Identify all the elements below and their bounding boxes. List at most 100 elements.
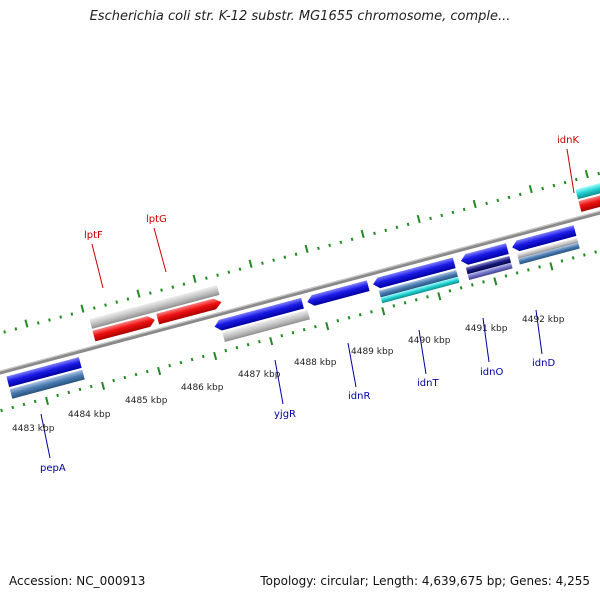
tick-major: [437, 292, 442, 301]
gene-label-pepA[interactable]: pepA: [40, 463, 66, 474]
tick-minor: [182, 282, 186, 286]
tick-major: [269, 336, 274, 346]
tick-minor: [440, 213, 444, 218]
gene-idnO-navy[interactable]: [465, 255, 512, 275]
tick-minor: [224, 348, 228, 353]
tick-minor: [14, 327, 18, 331]
tick-minor: [3, 330, 6, 334]
tick-minor: [22, 402, 26, 407]
tick-minor: [571, 256, 575, 260]
gene-idnK-arrow[interactable]: [578, 192, 600, 212]
tick-minor: [507, 195, 511, 200]
gene-idnD-steel[interactable]: [518, 242, 580, 265]
leader-yjgR: [274, 359, 284, 405]
tick-minor: [504, 274, 508, 278]
gene-lptF-gray[interactable]: [89, 302, 156, 329]
gene-label-idnR[interactable]: idnR: [348, 391, 370, 402]
tick-minor: [148, 291, 152, 295]
ruler-label: 4492 kbp: [522, 315, 565, 325]
leader-lptF: [91, 243, 104, 289]
reverse-strand-features: [6, 225, 580, 399]
gene-idnT-cyan[interactable]: [380, 276, 460, 304]
tick-minor: [112, 378, 115, 383]
tick-minor: [56, 393, 59, 398]
tick-minor: [48, 318, 51, 322]
gene-lptG-gray[interactable]: [153, 285, 220, 312]
tick-minor: [89, 384, 93, 389]
gene-idnT-arrow[interactable]: [372, 257, 456, 289]
tick-minor: [216, 273, 219, 277]
tick-minor: [283, 255, 287, 259]
tick-minor: [414, 298, 418, 302]
gene-idnR-arrow[interactable]: [306, 280, 370, 307]
gene-lptF-arrow[interactable]: [92, 315, 157, 342]
chromosome-backbone: [0, 195, 600, 385]
tick-minor: [168, 363, 172, 368]
gene-label-yjgR[interactable]: yjgR: [274, 409, 296, 420]
gene-yjgR-arrow[interactable]: [213, 297, 304, 332]
genome-stats-text: Topology: circular; Length: 4,639,675 bp…: [260, 574, 590, 588]
tick-minor: [526, 268, 530, 272]
tick-minor: [36, 321, 40, 325]
tick-minor: [179, 360, 183, 365]
tick-minor: [33, 399, 37, 404]
tick-minor: [448, 289, 452, 293]
gene-lptG-arrow[interactable]: [156, 297, 223, 325]
tick-major: [493, 277, 498, 286]
label-leader-lines: [40, 148, 575, 459]
tick-minor: [201, 354, 205, 359]
gene-label-idnD[interactable]: idnD: [532, 358, 555, 369]
tick-minor: [238, 267, 242, 271]
gene-idnD-arrow[interactable]: [511, 225, 577, 252]
gene-yjgR-gray[interactable]: [222, 309, 310, 343]
tick-minor: [347, 316, 351, 320]
tick-minor: [272, 258, 275, 262]
tick-minor: [134, 372, 138, 377]
tick-minor: [485, 201, 488, 206]
ruler-label: 4490 kbp: [408, 336, 451, 346]
tick-major: [325, 322, 330, 331]
tick-minor: [246, 342, 250, 347]
tick-minor: [115, 300, 119, 304]
gene-idnT-steel[interactable]: [378, 270, 458, 298]
leader-idnD: [535, 309, 543, 355]
gene-idnO-purple[interactable]: [467, 262, 513, 281]
gene-pepA-arrow[interactable]: [6, 357, 82, 388]
tick-major: [472, 199, 477, 209]
map-title: Escherichia coli str. K-12 substr. MG165…: [89, 9, 511, 24]
tick-minor: [560, 259, 564, 263]
tick-major: [248, 259, 253, 268]
gene-label-lptF[interactable]: lptF: [84, 230, 103, 241]
ruler-label: 4491 kbp: [465, 324, 508, 334]
gene-label-idnT[interactable]: idnT: [417, 378, 439, 389]
tick-minor: [541, 186, 544, 191]
gene-idnD-gray[interactable]: [517, 237, 579, 259]
tick-minor: [145, 369, 149, 374]
leader-idnT: [418, 329, 427, 375]
tick-minor: [257, 339, 261, 344]
gene-idnK-cyan[interactable]: [575, 180, 600, 200]
tick-minor: [302, 327, 306, 332]
gene-label-lptG[interactable]: lptG: [146, 214, 167, 225]
upper-tick-track: [3, 170, 600, 334]
tick-major: [24, 319, 29, 328]
gene-label-idnK[interactable]: idnK: [557, 135, 579, 146]
tick-minor: [518, 192, 522, 197]
ruler-label: 4489 kbp: [351, 347, 394, 357]
tick-minor: [426, 295, 429, 299]
tick-minor: [496, 198, 500, 203]
gene-pepA-steel[interactable]: [9, 369, 85, 399]
tick-major: [136, 289, 141, 298]
tick-minor: [406, 222, 410, 227]
tick-minor: [459, 286, 463, 290]
leader-pepA: [40, 413, 51, 459]
tick-minor: [429, 216, 432, 221]
gene-idnO-arrow[interactable]: [460, 243, 509, 266]
tick-major: [304, 244, 309, 253]
tick-minor: [583, 253, 586, 257]
gene-label-idnO[interactable]: idnO: [480, 367, 503, 378]
tick-minor: [78, 387, 82, 392]
tick-minor: [358, 313, 362, 317]
tick-minor: [291, 330, 295, 335]
